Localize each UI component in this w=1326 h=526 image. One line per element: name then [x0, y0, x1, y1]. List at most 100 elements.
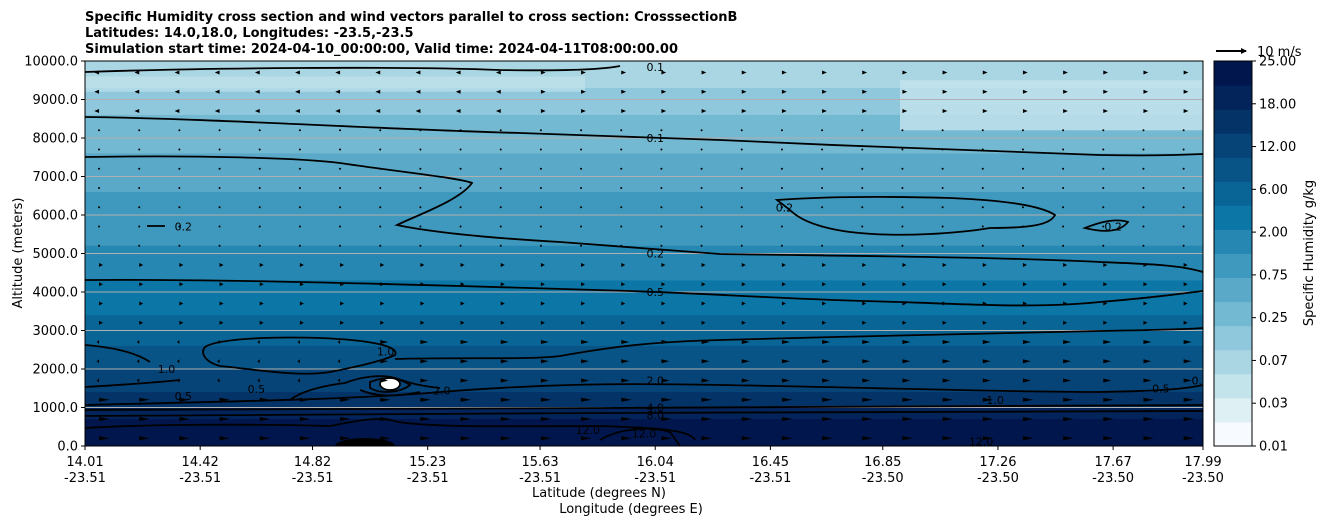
wind-vector	[138, 244, 141, 247]
wind-vector	[98, 206, 101, 209]
wind-vector	[258, 244, 261, 247]
wind-vector	[1183, 417, 1195, 422]
wind-vector	[661, 378, 670, 383]
wind-vector	[219, 282, 224, 287]
altitude-gridlines	[85, 99, 1203, 408]
wind-vector	[902, 378, 911, 383]
wind-vector	[540, 378, 549, 383]
wind-vector	[178, 167, 181, 170]
wind-vector	[1022, 359, 1031, 364]
colorbar-swatch	[1214, 109, 1252, 134]
wind-vector	[1143, 109, 1149, 114]
wind-vector	[741, 263, 746, 268]
wind-vector	[701, 436, 712, 441]
wind-vector	[942, 340, 951, 345]
wind-vector	[1021, 148, 1024, 151]
wind-vector	[1142, 129, 1145, 132]
wind-vector	[178, 244, 181, 247]
wind-vector	[942, 109, 948, 114]
wind-vector	[661, 109, 667, 114]
wind-vector	[1103, 378, 1112, 383]
wind-vector	[1022, 109, 1028, 114]
wind-vector	[495, 89, 501, 94]
wind-vector	[621, 109, 627, 114]
wind-vector	[134, 109, 140, 114]
wind-vector	[902, 70, 908, 75]
wind-vector	[176, 378, 180, 383]
wind-vector	[254, 89, 260, 94]
wind-vector	[700, 148, 703, 151]
wind-vector	[661, 301, 666, 306]
wind-vector	[139, 436, 150, 441]
wind-vector	[781, 89, 787, 94]
contour-line	[394, 327, 1203, 360]
x-tick-label-lat: 16.04	[637, 455, 674, 470]
contour-label: 0.5	[1152, 382, 1170, 395]
colorbar-tick-label: 18.00	[1259, 97, 1296, 112]
wind-vector	[138, 148, 141, 151]
wind-vector	[298, 225, 301, 228]
wind-vector	[822, 89, 827, 94]
colorbar-frame	[1213, 60, 1253, 447]
wind-vector	[380, 282, 385, 287]
wind-vector	[1182, 225, 1185, 228]
wind-vector	[740, 187, 743, 190]
wind-vector	[460, 359, 469, 364]
wind-vector	[298, 148, 301, 151]
wind-vector	[460, 263, 465, 268]
contour-line	[85, 65, 621, 73]
contour-line	[85, 410, 1203, 417]
wind-vector	[415, 89, 421, 94]
x-tick-label-lon: -23.51	[749, 471, 791, 486]
wind-vector	[821, 206, 824, 209]
wind-vector	[1062, 167, 1065, 170]
wind-vector	[982, 89, 988, 94]
wind-vector	[660, 244, 663, 247]
wind-vector	[259, 263, 264, 268]
y-axis-ticks: 0.0 1000.0 2000.0 3000.0 4000.0 5000.0 6000.0 7…	[24, 55, 85, 455]
wind-vector	[902, 340, 911, 345]
wind-vector	[901, 225, 904, 228]
wind-vector	[500, 417, 512, 422]
wind-vector	[179, 320, 184, 325]
wind-vector	[179, 263, 184, 268]
contour-line	[85, 344, 151, 363]
wind-vector	[500, 436, 512, 441]
x-tick-label-lon: -23.51	[634, 471, 676, 486]
wind-vector	[460, 436, 471, 441]
wind-vector	[740, 206, 743, 209]
wind-vector	[621, 340, 630, 345]
contour-label: 2.0	[646, 375, 664, 388]
wind-vector	[340, 397, 351, 402]
x-tick-label-lon: -23.50	[1182, 471, 1224, 486]
wind-vector	[1062, 129, 1065, 132]
wind-vector	[701, 89, 707, 94]
wind-vector	[780, 129, 783, 132]
wind-vector	[862, 263, 867, 268]
wind-vector	[660, 167, 663, 170]
wind-vector	[700, 187, 703, 190]
wind-vector	[1103, 340, 1112, 345]
wind-vector	[862, 359, 871, 364]
wind-vector	[540, 89, 546, 94]
wind-vector	[822, 70, 827, 75]
wind-vector	[259, 436, 271, 441]
wind-vector	[701, 417, 712, 422]
wind-vector	[335, 70, 341, 75]
wind-vector	[455, 109, 461, 114]
wind-vector	[581, 109, 586, 114]
wind-vector	[741, 70, 747, 75]
wind-vector	[99, 263, 104, 268]
wind-vector	[780, 148, 783, 151]
wind-vector	[700, 206, 703, 209]
wind-vector	[822, 263, 827, 268]
wind-vector	[621, 320, 626, 325]
wind-vector	[1183, 340, 1192, 345]
wind-vector	[419, 129, 422, 132]
wind-vector	[1103, 282, 1108, 287]
wind-vector	[539, 167, 542, 170]
wind-vector	[1063, 359, 1072, 364]
x-tick-label-lon: -23.50	[1092, 471, 1134, 486]
wind-vector	[419, 167, 422, 170]
wind-vector	[500, 320, 505, 325]
